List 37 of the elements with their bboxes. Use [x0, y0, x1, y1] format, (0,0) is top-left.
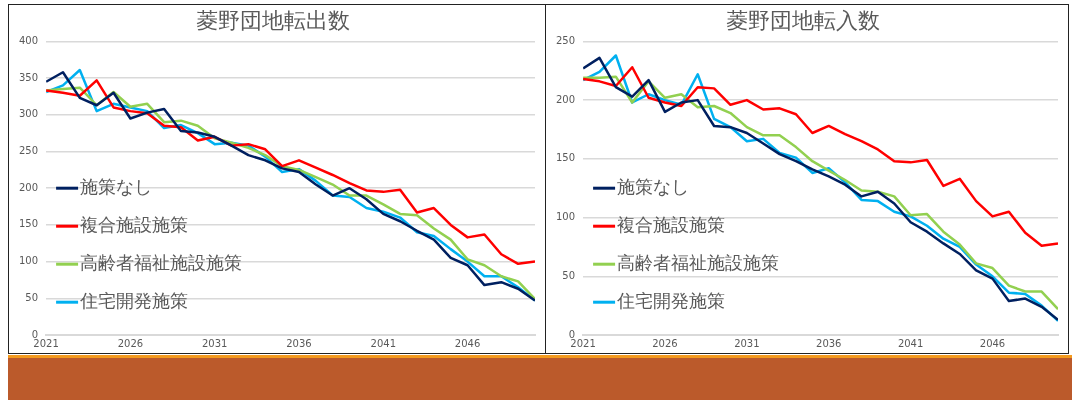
- y-tick-label: 350: [18, 71, 39, 83]
- x-tick-label: 2026: [652, 337, 678, 349]
- x-tick-label: 2021: [570, 337, 596, 349]
- chart-title: 菱野団地転入数: [726, 7, 880, 33]
- x-tick-label: 2041: [370, 337, 396, 349]
- legend-label: 施策なし: [80, 175, 153, 197]
- y-tick-label: 100: [555, 211, 576, 223]
- x-tick-label: 2021: [33, 337, 59, 349]
- legend-label: 高齢者福祉施設施策: [617, 251, 780, 273]
- y-tick-label: 150: [555, 152, 576, 164]
- legend-label: 複合施設施策: [80, 213, 189, 235]
- legend-label: 高齢者福祉施設施策: [80, 251, 243, 273]
- x-tick-label: 2036: [286, 337, 312, 349]
- y-tick-label: 300: [18, 108, 39, 120]
- y-tick-label: 100: [18, 255, 39, 267]
- y-tick-label: 200: [555, 93, 576, 105]
- chart-title: 菱野団地転出数: [196, 7, 350, 33]
- legend-label: 住宅開発施策: [79, 289, 189, 311]
- y-tick-label: 250: [555, 34, 576, 46]
- y-tick-label: 250: [18, 145, 39, 157]
- legend-label: 施策なし: [617, 175, 690, 197]
- y-tick-label: 50: [25, 291, 39, 303]
- x-tick-label: 2046: [454, 337, 481, 349]
- x-tick-label: 2036: [816, 337, 842, 349]
- legend-label: 住宅開発施策: [616, 289, 726, 311]
- y-tick-label: 50: [562, 269, 576, 281]
- legend-label: 複合施設施策: [617, 213, 726, 235]
- x-tick-label: 2031: [734, 337, 760, 349]
- x-tick-label: 2046: [979, 337, 1006, 349]
- y-tick-label: 0: [31, 328, 39, 340]
- y-tick-label: 200: [18, 181, 39, 193]
- x-tick-label: 2031: [201, 337, 228, 349]
- y-tick-label: 0: [568, 328, 576, 340]
- x-tick-label: 2041: [897, 337, 924, 349]
- x-tick-label: 2026: [117, 337, 144, 349]
- y-tick-label: 400: [18, 34, 39, 46]
- y-tick-label: 150: [18, 218, 39, 230]
